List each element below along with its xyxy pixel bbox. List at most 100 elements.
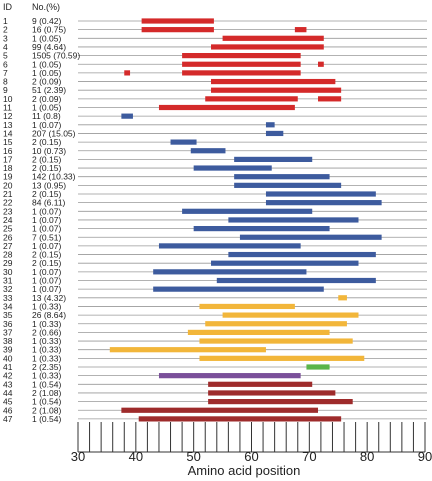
range-bar	[265, 191, 376, 197]
row-count-label: 1 (0.05)	[32, 33, 61, 43]
row-count-label: 2 (1.08)	[32, 388, 61, 398]
range-bar	[211, 260, 359, 266]
row-id-label: 25	[3, 224, 13, 234]
row-id-label: 14	[3, 128, 13, 138]
row-count-label: 7 (0.51)	[32, 232, 61, 242]
range-bar	[193, 165, 272, 171]
row-id-label: 21	[3, 189, 13, 199]
row-id-label: 31	[3, 276, 13, 286]
x-axis-label: Amino acid position	[188, 463, 301, 478]
range-bar	[153, 269, 307, 275]
row-count-label: 1 (0.07)	[32, 224, 61, 234]
chart-row: 33 13 (4.32)	[3, 293, 427, 303]
row-id-label: 26	[3, 232, 13, 242]
range-bar	[318, 96, 342, 102]
row-count-label: 1505 (70.59)	[32, 51, 80, 61]
row-id-label: 29	[3, 258, 13, 268]
row-count-label: 1 (0.07)	[32, 276, 61, 286]
chart-row: 8 2 (0.09)	[3, 77, 427, 87]
row-id-label: 30	[3, 267, 13, 277]
x-tick-label: 50	[186, 449, 200, 464]
range-bar	[121, 113, 133, 119]
row-count-label: 1 (0.33)	[32, 371, 61, 381]
row-id-label: 5	[3, 51, 8, 61]
row-id-label: 33	[3, 293, 13, 303]
range-bar	[170, 139, 197, 145]
range-bar	[205, 321, 347, 327]
row-count-label: 2 (0.66)	[32, 327, 61, 337]
chart-row: 27 1 (0.07)	[3, 241, 427, 251]
row-count-label: 16 (0.75)	[32, 25, 66, 35]
chart-row: 37 2 (0.66)	[3, 327, 427, 337]
x-tick-label: 30	[71, 449, 85, 464]
row-id-label: 32	[3, 284, 13, 294]
row-count-label: 84 (6.11)	[32, 198, 66, 208]
chart-row: 17 2 (0.15)	[3, 154, 427, 164]
row-count-label: 26 (8.64)	[32, 310, 66, 320]
row-id-label: 23	[3, 206, 13, 216]
chart-row: 36 1 (0.33)	[3, 319, 427, 329]
chart-row: 25 1 (0.07)	[3, 224, 427, 234]
row-count-label: 1 (0.07)	[32, 267, 61, 277]
range-bar	[208, 399, 353, 405]
row-id-label: 43	[3, 379, 13, 389]
row-count-label: 1 (0.54)	[32, 397, 61, 407]
chart-row: 43 1 (0.54)	[3, 379, 427, 389]
range-bar	[182, 61, 301, 67]
chart-row: 41 2 (2.35)	[3, 362, 427, 372]
range-bar	[109, 347, 266, 353]
row-id-label: 34	[3, 301, 13, 311]
range-bar	[187, 329, 330, 335]
x-tick-label: 60	[244, 449, 258, 464]
row-count-label: 1 (0.07)	[32, 206, 61, 216]
row-count-label: 2 (0.15)	[32, 250, 61, 260]
chart-row: 23 1 (0.07)	[3, 206, 427, 216]
chart-row: 26 7 (0.51)	[3, 232, 427, 242]
range-bar	[208, 381, 313, 387]
chart-row: 19 142 (10.33)	[3, 172, 427, 182]
row-id-label: 4	[3, 42, 8, 52]
row-id-label: 11	[3, 103, 12, 113]
range-bar	[265, 130, 284, 137]
chart-row: 22 84 (6.11)	[3, 198, 427, 208]
chart-row: 29 2 (0.15)	[3, 258, 427, 268]
row-id-label: 2	[3, 25, 8, 35]
x-tick-label: 90	[418, 449, 432, 464]
chart-row: 9 51 (2.39)	[3, 85, 427, 95]
chart-row: 47 1 (0.54)	[3, 414, 427, 424]
range-bar	[265, 200, 382, 206]
range-bar	[141, 18, 214, 24]
row-count-label: 2 (0.15)	[32, 258, 61, 268]
row-id-label: 42	[3, 371, 13, 381]
row-id-label: 9	[3, 85, 8, 95]
row-id-label: 45	[3, 397, 13, 407]
range-bar	[234, 174, 330, 180]
row-id-label: 1	[3, 16, 8, 26]
chart-row: 10 2 (0.09)	[3, 94, 427, 104]
range-bar	[222, 35, 324, 41]
row-count-label: 1 (0.07)	[32, 284, 61, 294]
row-id-label: 13	[3, 120, 13, 130]
range-bar	[158, 104, 295, 111]
chart-row: 35 26 (8.64)	[3, 310, 427, 320]
range-bar	[306, 364, 330, 370]
row-count-label: 51 (2.39)	[32, 85, 66, 95]
chart-row: 38 1 (0.33)	[3, 336, 427, 346]
x-tick-label: 40	[129, 449, 143, 464]
chart-row: 39 1 (0.33)	[3, 345, 427, 355]
range-bar	[141, 27, 214, 33]
range-bar	[294, 27, 307, 33]
range-bar	[222, 312, 359, 318]
range-bar	[205, 96, 298, 102]
id-column-header: ID	[3, 2, 13, 12]
row-id-label: 7	[3, 68, 8, 78]
range-bar	[199, 338, 353, 344]
range-bar	[190, 148, 226, 154]
range-bar	[208, 390, 336, 396]
row-id-label: 35	[3, 310, 13, 320]
range-bar	[211, 78, 336, 85]
chart-row: 24 1 (0.07)	[3, 215, 427, 225]
range-bar	[182, 53, 301, 59]
row-id-label: 20	[3, 180, 13, 190]
chart-row: 21 2 (0.15)	[3, 189, 427, 199]
